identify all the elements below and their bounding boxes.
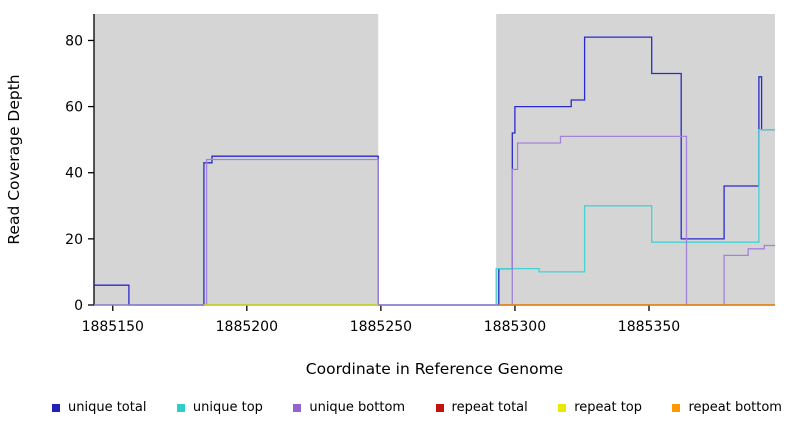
unique-total-swatch-icon (52, 403, 60, 412)
legend-label: repeat total (451, 400, 528, 415)
y-tick-label: 0 (74, 298, 83, 314)
x-tick-label: 1885250 (350, 319, 412, 335)
unique-total-line (94, 36, 775, 306)
legend-label: repeat bottom (688, 400, 782, 415)
repeat-top-swatch-icon (558, 403, 567, 412)
y-tick-label: 20 (65, 232, 83, 248)
x-tick-label: 1885150 (82, 319, 144, 335)
unique-bottom-swatch-icon (293, 403, 302, 412)
legend-item-unique-top: unique top (176, 400, 263, 415)
unique-top-line (94, 129, 775, 306)
legend-label: repeat top (574, 400, 642, 415)
legend-label: unique total (68, 400, 147, 415)
legend-item-repeat-top: repeat top (558, 400, 642, 415)
chart-legend: unique total unique top unique bottom repea… (52, 400, 782, 415)
legend-item-repeat-bottom: repeat bottom (672, 400, 782, 415)
x-axis-title: Coordinate in Reference Genome (306, 360, 563, 378)
repeat-total-swatch-icon (435, 403, 444, 412)
plot-background-region (496, 14, 775, 305)
y-tick-label: 80 (65, 33, 83, 49)
unique-bottom-line (94, 135, 775, 306)
legend-label: unique top (192, 400, 263, 415)
legend-item-unique-bottom: unique bottom (293, 400, 405, 415)
repeat-bottom-swatch-icon (672, 403, 681, 412)
unique-top-swatch-icon (176, 403, 185, 412)
legend-label: unique bottom (309, 400, 406, 415)
legend-item-unique-total: unique total (52, 400, 146, 415)
x-tick-label: 1885300 (484, 319, 546, 335)
y-tick-label: 40 (65, 166, 83, 182)
chart-canvas: 1885150 1885200 1885250 1885300 1885350 0 20 40… (5, 14, 775, 378)
y-tick-label: 60 (65, 100, 83, 116)
legend-item-repeat-total: repeat total (435, 400, 528, 415)
x-tick-label: 1885200 (216, 319, 278, 335)
x-tick-label: 1885350 (618, 319, 680, 335)
y-axis-title: Read Coverage Depth (5, 74, 23, 244)
